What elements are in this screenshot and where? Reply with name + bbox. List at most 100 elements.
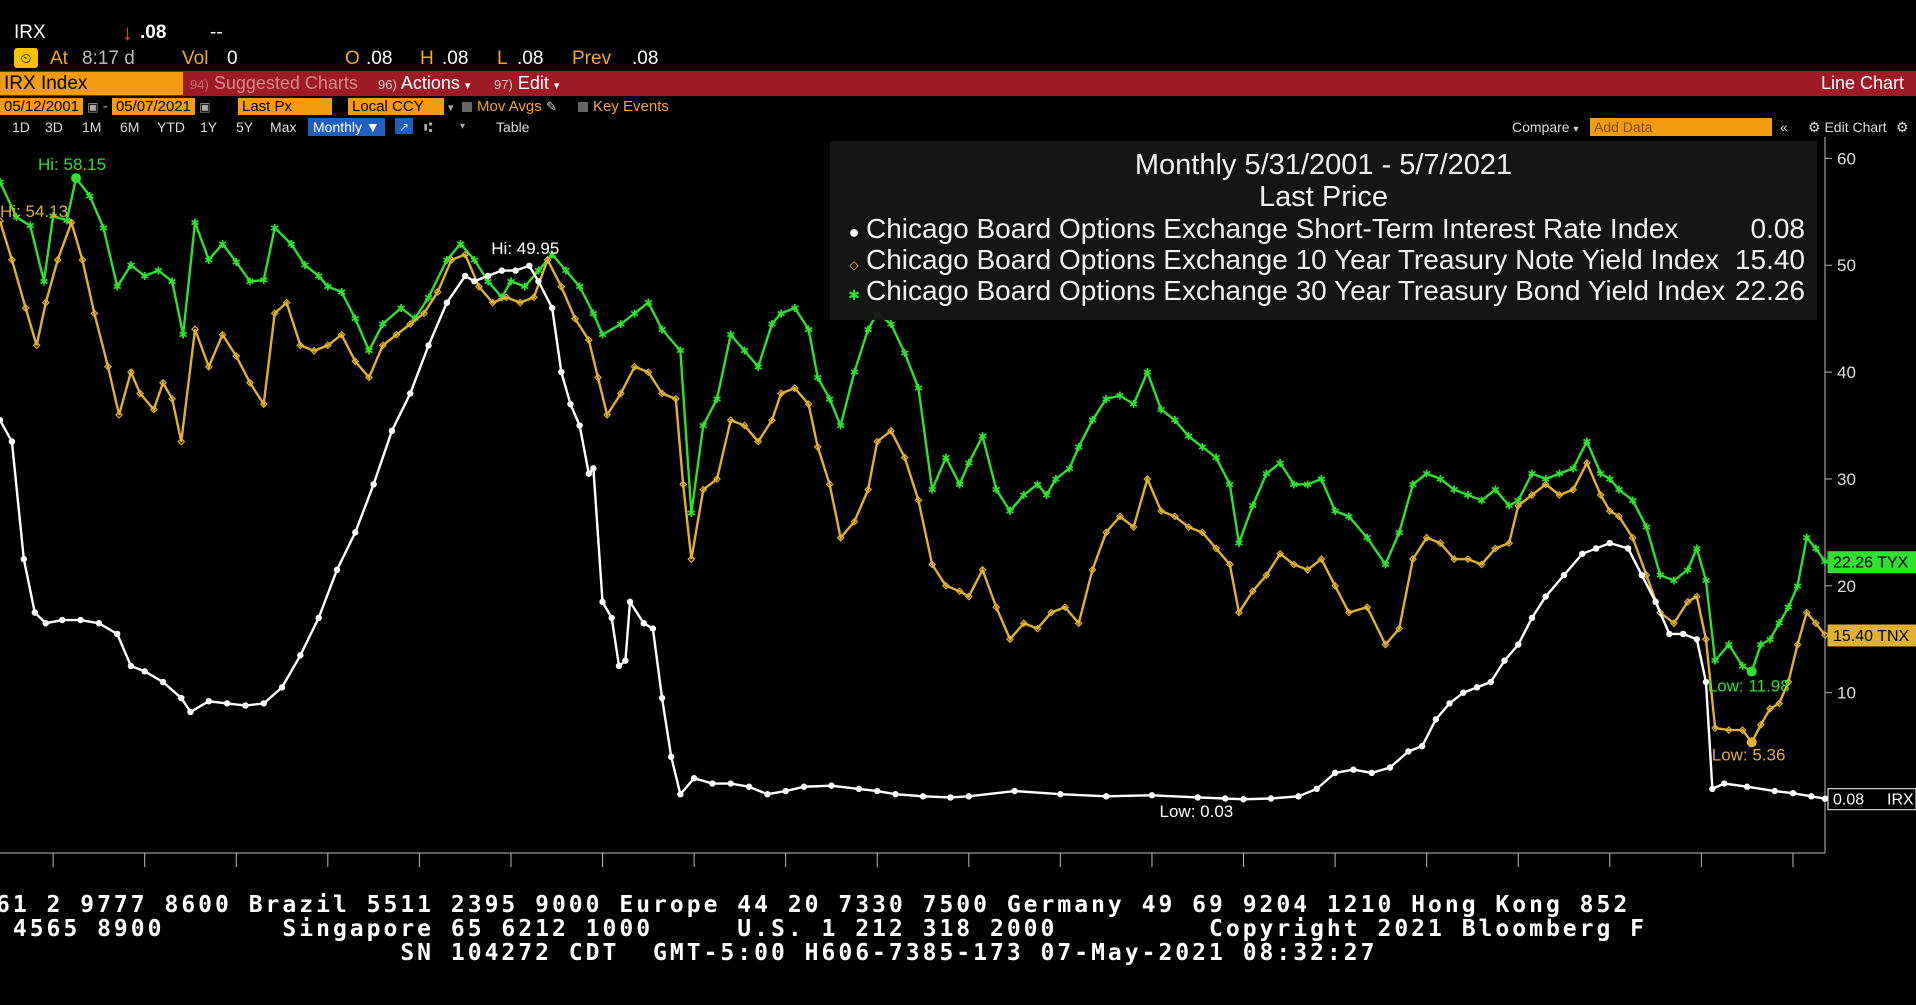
point-tnx	[1212, 544, 1221, 553]
suggested-charts-button[interactable]: 94) Suggested Charts	[190, 71, 358, 96]
point-tnx	[1569, 485, 1578, 494]
point-tyx: ✱	[712, 394, 721, 406]
point-tnx	[1381, 640, 1390, 649]
point-irx	[1743, 783, 1751, 790]
point-tnx	[1605, 507, 1614, 515]
edit-num: 97)	[494, 77, 513, 92]
point-tyx: ✱	[1344, 511, 1353, 523]
range-3d[interactable]: 3D	[45, 119, 63, 135]
calendar-icon[interactable]: ▣	[199, 100, 211, 114]
point-tyx: ✱	[726, 330, 735, 342]
point-tnx	[104, 362, 113, 371]
point-tnx	[406, 320, 415, 328]
point-tnx	[1019, 619, 1028, 628]
point-tnx	[1006, 635, 1014, 644]
point-irx	[42, 620, 49, 627]
point-irx	[1592, 545, 1600, 552]
point-tyx: ✱	[49, 211, 58, 223]
range-max[interactable]: Max	[270, 119, 297, 135]
range-1y[interactable]: 1Y	[200, 119, 218, 135]
point-irx	[709, 780, 716, 787]
point-irx	[548, 304, 556, 312]
edit-menu[interactable]: 97) Edit ▾	[494, 71, 559, 96]
point-tyx: ✱	[1811, 543, 1820, 555]
price-chart[interactable]: 1020304050602001200220032004200520062007…	[0, 137, 1916, 867]
start-date-value[interactable]: 05/12/2001	[0, 98, 84, 115]
point-tyx: ✱	[12, 212, 21, 224]
chart-type-label[interactable]: Line Chart	[1820, 73, 1904, 93]
point-irx	[471, 278, 478, 285]
range-5y[interactable]: 5Y	[236, 119, 254, 135]
period-selector[interactable]: Monthly ▼	[308, 118, 385, 136]
settings-icon[interactable]: ⚙	[1896, 119, 1909, 135]
range-1d[interactable]: 1D	[12, 119, 30, 135]
point-tnx	[1033, 624, 1042, 633]
point-irx	[800, 783, 808, 790]
last-tag-irx: 0.08	[1833, 792, 1864, 809]
point-tnx	[1422, 533, 1431, 542]
point-tyx: ✱	[1596, 469, 1605, 481]
point-tyx: ✱	[836, 421, 845, 433]
chevron-down-icon[interactable]: ▾	[447, 102, 454, 114]
mov-avgs-toggle[interactable]: Mov Avgs ✎	[462, 98, 557, 116]
point-tnx	[246, 378, 254, 387]
point-tnx	[1143, 475, 1152, 483]
range-6m[interactable]: 6M	[120, 119, 140, 135]
point-irx	[95, 620, 103, 627]
security-field[interactable]: IRX Index	[0, 72, 183, 95]
point-tnx	[836, 533, 845, 542]
ticker-symbol: IRX	[14, 22, 46, 43]
point-irx	[59, 616, 66, 624]
point-tyx: ✱	[955, 479, 964, 491]
point-tnx	[699, 485, 708, 494]
chart-axes: 1020304050602001200220032004200520062007…	[0, 137, 1856, 867]
point-irx	[484, 272, 492, 280]
collapse-icon[interactable]: «	[1780, 119, 1788, 135]
calendar-icon[interactable]: ▣	[87, 100, 99, 114]
pencil-icon[interactable]: ✎	[545, 99, 557, 114]
point-tyx: ✱	[39, 276, 48, 288]
range-1m[interactable]: 1M	[82, 119, 102, 135]
end-date-value[interactable]: 05/07/2021	[111, 98, 196, 115]
footer-line-3: SN 104272 CDT GMT-5:00 H606-7385-173 07-…	[0, 940, 1378, 966]
point-tnx	[149, 405, 158, 414]
table-button[interactable]: Table	[496, 119, 530, 135]
line-chart-icon[interactable]: ↗	[395, 118, 413, 134]
footer-line-1: 61 2 9777 8600 Brazil 5511 2395 9000 Eur…	[0, 892, 1631, 918]
suggested-num: 94)	[190, 77, 209, 92]
point-tyx: ✱	[456, 239, 465, 251]
point-tnx	[447, 255, 456, 264]
bar-chart-icon[interactable]: ⑆	[424, 119, 433, 135]
point-tnx	[1615, 512, 1623, 521]
point-tyx: ✱	[364, 346, 373, 358]
point-irx	[1011, 787, 1018, 795]
currency-value[interactable]: Local CCY	[348, 98, 444, 115]
point-tyx: ✱	[1605, 474, 1614, 486]
key-events-toggle[interactable]: Key Events	[578, 98, 669, 116]
point-tyx: ✱	[1033, 479, 1042, 491]
point-tnx	[420, 309, 428, 318]
last-tag-irx-symbol: IRX	[1887, 792, 1914, 809]
chevron-down-icon[interactable]: ▾	[460, 121, 466, 132]
start-date-field[interactable]: 05/12/2001 ▣ - 05/07/2021 ▣	[0, 98, 211, 116]
legend-subtitle: Last Price	[1259, 181, 1388, 213]
actions-menu[interactable]: 96) Actions ▾	[378, 71, 470, 96]
clock-icon[interactable]: ⏲	[14, 48, 38, 68]
field-selector[interactable]: Last Px	[238, 98, 333, 116]
add-data-input[interactable]: Add Data	[1590, 118, 1772, 136]
checkbox-icon[interactable]	[462, 102, 472, 113]
compare-button[interactable]: Compare ▾	[1512, 118, 1579, 139]
point-tyx: ✱	[1143, 367, 1152, 379]
range-ytd[interactable]: YTD	[157, 119, 185, 135]
point-irx	[1446, 700, 1453, 707]
point-tyx: ✱	[699, 421, 708, 433]
edit-chart-button[interactable]: ⚙ Edit Chart	[1808, 118, 1887, 136]
field-value[interactable]: Last Px	[238, 98, 333, 115]
point-tnx	[804, 400, 813, 409]
point-tyx: ✱	[1463, 490, 1472, 502]
point-tnx	[1184, 523, 1193, 532]
currency-selector[interactable]: Local CCY ▾	[348, 98, 453, 116]
checkbox-icon[interactable]	[578, 102, 588, 113]
point-tnx	[0, 217, 4, 226]
point-tnx	[1582, 458, 1591, 467]
